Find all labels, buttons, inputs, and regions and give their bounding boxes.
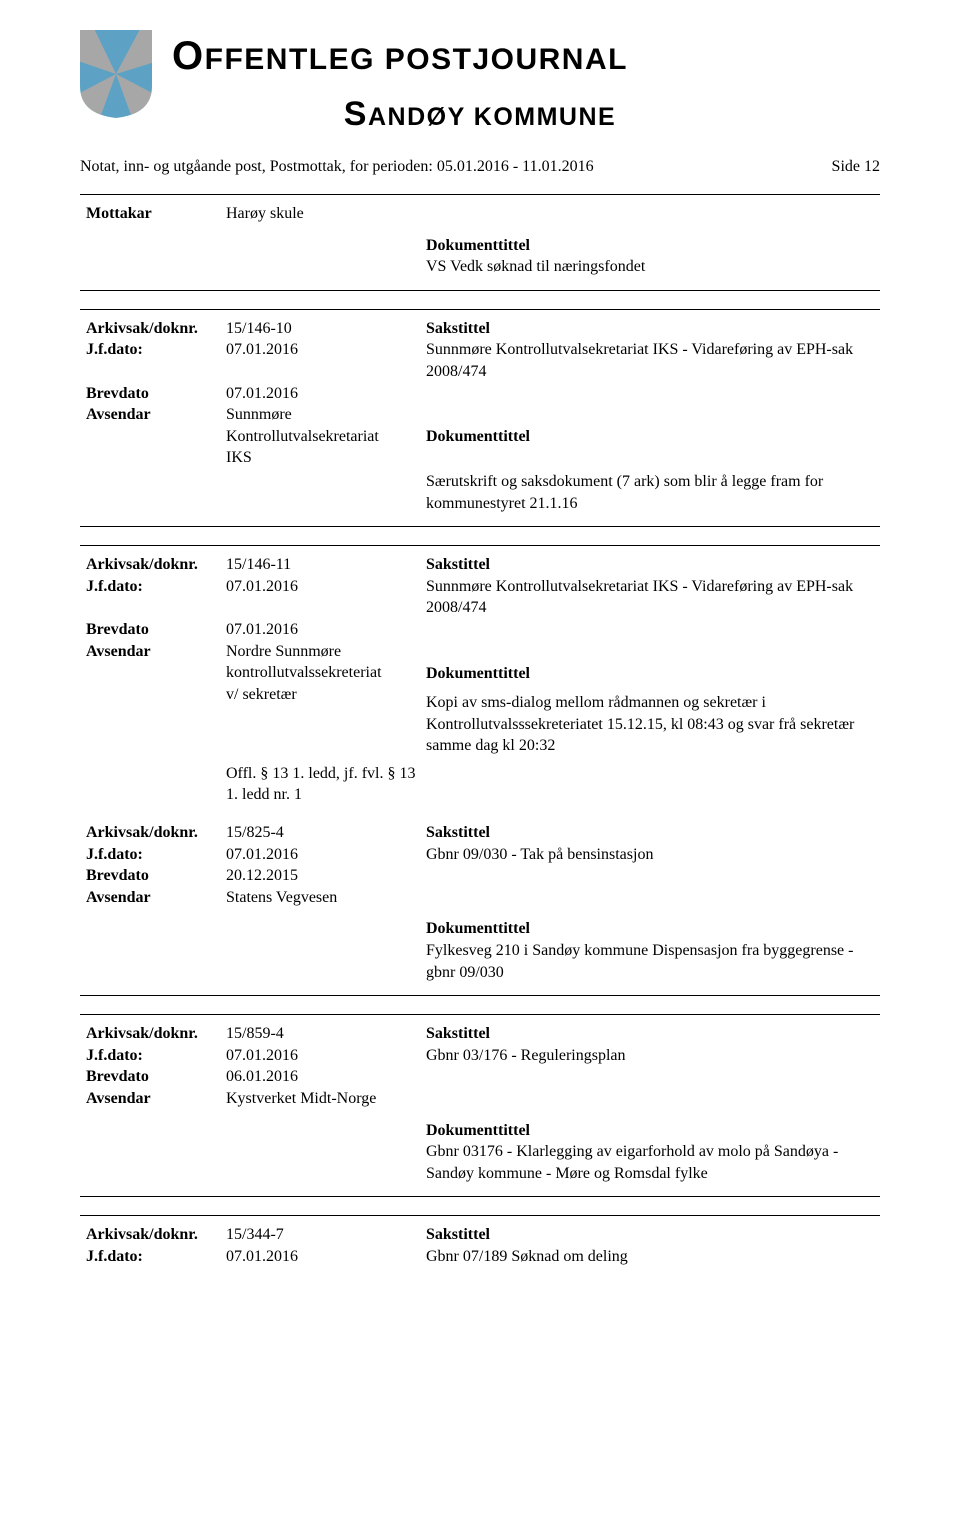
- avsendar-line: Kontrollutvalsekretariat: [226, 426, 426, 448]
- label-arkivsak: Arkivsak/doknr.: [86, 554, 226, 576]
- meta-row: Notat, inn- og utgåande post, Postmottak…: [80, 158, 880, 176]
- label-avsendar: Avsendar: [86, 404, 226, 426]
- label-jfdato: J.f.dato:: [86, 1246, 226, 1268]
- value-arkivsak: 15/859-4: [226, 1023, 426, 1045]
- meta-period: Notat, inn- og utgåande post, Postmottak…: [80, 158, 594, 176]
- header-text-block: OFFENTLEG POSTJOURNAL SANDØY KOMMUNE: [172, 30, 880, 134]
- label-sakstittel: Sakstittel: [426, 318, 874, 340]
- value-brevdato: 07.01.2016: [226, 383, 426, 405]
- label-jfdato: J.f.dato:: [86, 339, 226, 361]
- label-jfdato: J.f.dato:: [86, 1045, 226, 1067]
- value-jfdato: 07.01.2016: [226, 1246, 426, 1268]
- label-avsendar: Avsendar: [86, 1088, 226, 1110]
- page-header: OFFENTLEG POSTJOURNAL SANDØY KOMMUNE: [80, 30, 880, 134]
- value-avsendar: Nordre Sunnmøre kontrollutvalssekreteria…: [226, 641, 426, 706]
- avsendar-line: IKS: [226, 447, 426, 469]
- value-arkivsak: 15/146-11: [226, 554, 426, 576]
- label-sakstittel: Sakstittel: [426, 1224, 874, 1246]
- label-brevdato: Brevdato: [86, 619, 226, 641]
- label-jfdato: J.f.dato:: [86, 576, 226, 598]
- label-dokumenttittel: Dokumenttittel: [426, 426, 874, 448]
- value-avsendar: Sunnmøre Kontrollutvalsekretariat IKS: [226, 404, 426, 469]
- value-brevdato: 06.01.2016: [226, 1066, 426, 1088]
- record-block: Arkivsak/doknr. 15/146-11 Sakstittel J.f…: [80, 545, 880, 996]
- value-mottakar: Harøy skule: [226, 203, 426, 225]
- record-block: Arkivsak/doknr. 15/344-7 Sakstittel J.f.…: [80, 1215, 880, 1267]
- value-avsendar: Kystverket Midt-Norge: [226, 1088, 426, 1110]
- value-arkivsak: 15/825-4: [226, 822, 426, 844]
- grading-text: Offl. § 13 1. ledd, jf. fvl. § 13 1. led…: [86, 763, 426, 806]
- label-dokumenttittel: Dokumenttittel: [426, 663, 874, 685]
- label-sakstittel: Sakstittel: [426, 1023, 874, 1045]
- dokumenttittel-body: VS Vedk søknad til næringsfondet: [426, 256, 874, 278]
- sakstittel-body: Sunnmøre Kontrollutvalsekretariat IKS - …: [426, 576, 874, 619]
- dokumenttittel-body: Kopi av sms-dialog mellom rådmannen og s…: [426, 692, 874, 757]
- label-avsendar: Avsendar: [86, 641, 226, 663]
- label-brevdato: Brevdato: [86, 1066, 226, 1088]
- label-brevdato: Brevdato: [86, 383, 226, 405]
- title-sub: SANDØY KOMMUNE: [80, 95, 880, 134]
- avsendar-line: v/ sekretær: [226, 684, 426, 706]
- value-arkivsak: 15/344-7: [226, 1224, 426, 1246]
- label-dokumenttittel: Dokumenttittel: [426, 918, 874, 940]
- avsendar-line: Sunnmøre: [226, 404, 426, 426]
- label-arkivsak: Arkivsak/doknr.: [86, 1023, 226, 1045]
- sakstittel-body: Gbnr 03/176 - Reguleringsplan: [426, 1045, 874, 1067]
- label-jfdato: J.f.dato:: [86, 844, 226, 866]
- page-number: Side 12: [832, 158, 880, 176]
- label-sakstittel: Sakstittel: [426, 554, 874, 576]
- record-block: Arkivsak/doknr. 15/859-4 Sakstittel J.f.…: [80, 1014, 880, 1197]
- label-arkivsak: Arkivsak/doknr.: [86, 1224, 226, 1246]
- dokumenttittel-body: Fylkesveg 210 i Sandøy kommune Dispensas…: [426, 940, 874, 983]
- sakstittel-body: Gbnr 07/189 Søknad om deling: [426, 1246, 874, 1268]
- avsendar-line: Nordre Sunnmøre: [226, 641, 426, 663]
- value-brevdato: 20.12.2015: [226, 865, 426, 887]
- dokumenttittel-body: Gbnr 03176 - Klarlegging av eigarforhold…: [426, 1141, 874, 1184]
- label-brevdato: Brevdato: [86, 865, 226, 887]
- label-sakstittel: Sakstittel: [426, 822, 874, 844]
- value-jfdato: 07.01.2016: [226, 339, 426, 361]
- record-block: Mottakar Harøy skule Dokumenttittel VS V…: [80, 194, 880, 291]
- value-avsendar: Statens Vegvesen: [226, 887, 426, 909]
- value-jfdato: 07.01.2016: [226, 576, 426, 598]
- label-arkivsak: Arkivsak/doknr.: [86, 822, 226, 844]
- label-mottakar: Mottakar: [86, 203, 226, 225]
- record-block: Arkivsak/doknr. 15/146-10 Sakstittel J.f…: [80, 309, 880, 527]
- sakstittel-body: Gbnr 09/030 - Tak på bensinstasjon: [426, 844, 874, 866]
- value-arkivsak: 15/146-10: [226, 318, 426, 340]
- dokumenttittel-body: Særutskrift og saksdokument (7 ark) som …: [426, 471, 874, 514]
- sakstittel-body: Sunnmøre Kontrollutvalsekretariat IKS - …: [426, 339, 874, 382]
- value-jfdato: 07.01.2016: [226, 844, 426, 866]
- value-brevdato: 07.01.2016: [226, 619, 426, 641]
- label-arkivsak: Arkivsak/doknr.: [86, 318, 226, 340]
- avsendar-line: kontrollutvalssekreteriat: [226, 662, 426, 684]
- label-avsendar: Avsendar: [86, 887, 226, 909]
- label-dokumenttittel: Dokumenttittel: [426, 1120, 874, 1142]
- label-dokumenttittel: Dokumenttittel: [426, 235, 874, 257]
- title-main: OFFENTLEG POSTJOURNAL: [172, 34, 880, 79]
- value-jfdato: 07.01.2016: [226, 1045, 426, 1067]
